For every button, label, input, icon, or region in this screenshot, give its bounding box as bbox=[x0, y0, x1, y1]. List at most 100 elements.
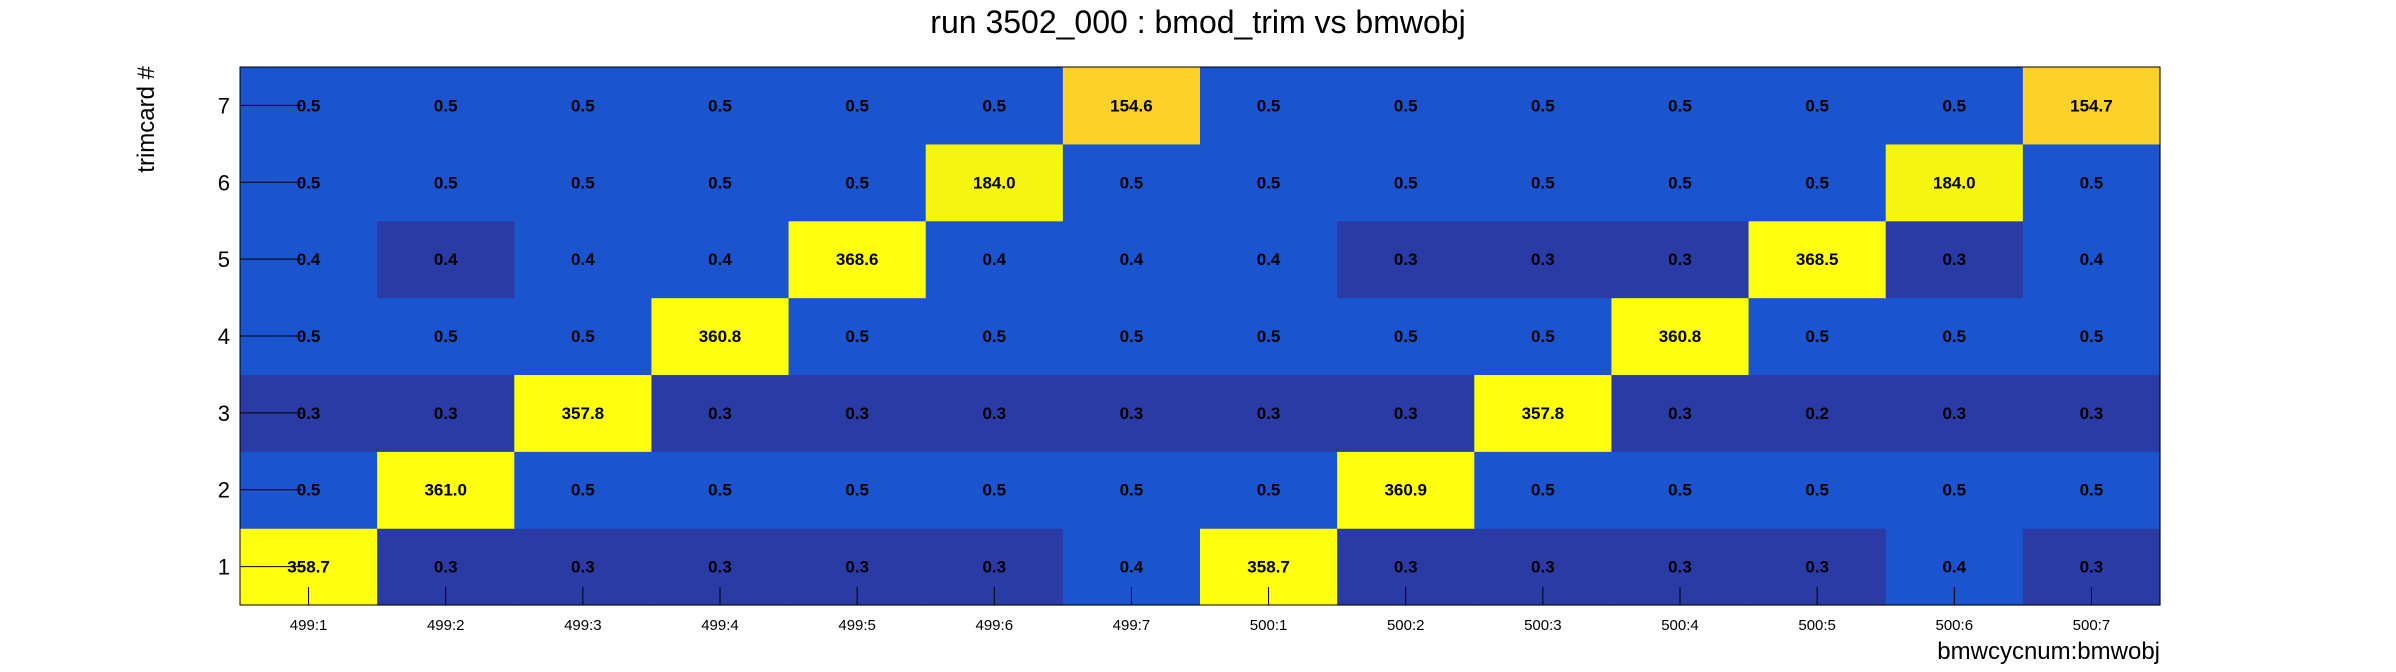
heatmap-cell bbox=[2022, 67, 2161, 145]
y-tick-label: 3 bbox=[218, 401, 230, 426]
heatmap-cell bbox=[925, 143, 1064, 222]
cell-value-label: 0.3 bbox=[845, 558, 869, 577]
cell-value-label: 360.8 bbox=[1659, 327, 1702, 346]
cell-value-label: 0.3 bbox=[1120, 404, 1144, 423]
cell-value-label: 0.3 bbox=[1668, 558, 1692, 577]
heatmap-cell bbox=[925, 374, 1064, 452]
cell-value-label: 0.3 bbox=[1531, 558, 1555, 577]
x-tick-label: 499:4 bbox=[701, 617, 739, 634]
heatmap-cell bbox=[1611, 297, 1750, 376]
cell-value-label: 0.3 bbox=[1942, 250, 1966, 269]
heatmap-cell bbox=[925, 67, 1064, 145]
heatmap-cell bbox=[1062, 374, 1201, 452]
cell-value-label: 0.5 bbox=[434, 173, 458, 192]
cell-value-label: 0.5 bbox=[845, 96, 869, 115]
cell-value-label: 0.5 bbox=[708, 96, 732, 115]
heatmap-cell bbox=[1062, 451, 1201, 529]
cell-value-label: 0.5 bbox=[2080, 481, 2104, 500]
heatmap-cell bbox=[788, 67, 927, 145]
cell-value-label: 0.5 bbox=[982, 96, 1006, 115]
x-tick-label: 499:7 bbox=[1113, 617, 1151, 634]
heatmap-cell bbox=[1474, 67, 1613, 145]
cell-value-label: 0.3 bbox=[434, 404, 458, 423]
heatmap-cell bbox=[514, 374, 653, 452]
cell-value-label: 0.4 bbox=[297, 250, 321, 269]
cell-value-label: 0.3 bbox=[708, 404, 732, 423]
cell-value-label: 0.5 bbox=[1394, 173, 1418, 192]
y-tick-label: 5 bbox=[218, 247, 230, 272]
heatmap-cell bbox=[788, 220, 927, 299]
heatmap-cell bbox=[651, 451, 790, 529]
x-tick-label: 500:3 bbox=[1524, 617, 1562, 634]
cell-value-label: 0.5 bbox=[2080, 173, 2104, 192]
cell-value-label: 0.4 bbox=[1257, 250, 1281, 269]
cell-value-label: 0.5 bbox=[1257, 173, 1281, 192]
cell-value-label: 360.8 bbox=[699, 327, 742, 346]
cell-value-label: 0.4 bbox=[434, 250, 458, 269]
heatmap-cell bbox=[1200, 297, 1338, 376]
heatmap-cell bbox=[651, 143, 790, 222]
heatmap-cell bbox=[1885, 374, 2024, 452]
heatmap-cell bbox=[1200, 143, 1338, 222]
heatmap-cell bbox=[1611, 220, 1750, 299]
cell-value-label: 0.5 bbox=[708, 481, 732, 500]
cell-value-label: 0.5 bbox=[1394, 327, 1418, 346]
cell-value-label: 0.5 bbox=[1668, 96, 1692, 115]
x-tick-label: 499:1 bbox=[290, 617, 328, 634]
heatmap-cell bbox=[2022, 143, 2161, 222]
cell-value-label: 154.6 bbox=[1110, 96, 1153, 115]
y-tick-label: 2 bbox=[218, 478, 230, 503]
cell-value-label: 0.5 bbox=[1805, 481, 1829, 500]
cell-value-label: 0.5 bbox=[1120, 481, 1144, 500]
cell-value-label: 0.5 bbox=[1394, 96, 1418, 115]
cell-value-label: 0.4 bbox=[708, 250, 732, 269]
heatmap-cell bbox=[1748, 297, 1887, 376]
heatmap-cell bbox=[514, 451, 653, 529]
heatmap-cell bbox=[1611, 67, 1750, 145]
cell-value-label: 0.5 bbox=[845, 327, 869, 346]
cell-value-label: 0.4 bbox=[1942, 558, 1966, 577]
heatmap-cell bbox=[1885, 451, 2024, 529]
cell-value-label: 0.3 bbox=[708, 558, 732, 577]
heatmap-cell bbox=[2022, 297, 2161, 376]
cell-value-label: 0.5 bbox=[1942, 481, 1966, 500]
axes: 1 2 3 4 5 6 7 499:1 499:2 499:3 499:4 499:5 499:6 499… bbox=[218, 66, 2161, 634]
x-tick-label: 500:2 bbox=[1387, 617, 1425, 634]
cell-value-label: 0.5 bbox=[434, 96, 458, 115]
heatmap-cell bbox=[514, 297, 653, 376]
cell-value-label: 357.8 bbox=[562, 404, 605, 423]
y-axis-title: trimcard # bbox=[133, 65, 160, 172]
y-tick-label: 4 bbox=[218, 324, 230, 349]
heatmap-cell bbox=[377, 374, 515, 452]
x-tick-label: 500:5 bbox=[1798, 617, 1836, 634]
heatmap-cell bbox=[1337, 67, 1475, 145]
heatmap-cell bbox=[1337, 451, 1475, 529]
cell-value-label: 0.3 bbox=[1394, 404, 1418, 423]
heatmap-cell bbox=[514, 220, 653, 299]
cell-value-label: 0.4 bbox=[2080, 250, 2104, 269]
heatmap-cell bbox=[1611, 143, 1750, 222]
cell-value-label: 0.5 bbox=[571, 481, 595, 500]
heatmap-cell bbox=[788, 297, 927, 376]
heatmap-cell bbox=[1748, 374, 1887, 452]
heatmap-cell bbox=[1200, 67, 1338, 145]
cell-value-label: 0.5 bbox=[1942, 327, 1966, 346]
cell-value-label: 0.5 bbox=[1942, 96, 1966, 115]
y-tick-label: 6 bbox=[218, 170, 230, 195]
cell-value-label: 0.4 bbox=[1120, 558, 1144, 577]
x-tick-label: 500:6 bbox=[1936, 617, 1974, 634]
cell-value-label: 0.3 bbox=[1942, 404, 1966, 423]
cell-value-label: 0.5 bbox=[1531, 173, 1555, 192]
cell-value-label: 0.3 bbox=[845, 404, 869, 423]
cell-value-label: 0.3 bbox=[1394, 250, 1418, 269]
cell-value-label: 0.5 bbox=[845, 481, 869, 500]
cell-value-label: 0.3 bbox=[982, 558, 1006, 577]
cell-value-label: 0.3 bbox=[1805, 558, 1829, 577]
cell-value-label: 0.5 bbox=[982, 481, 1006, 500]
cell-value-label: 0.5 bbox=[297, 481, 321, 500]
cell-value-label: 0.5 bbox=[297, 96, 321, 115]
heatmap-cell bbox=[1611, 374, 1750, 452]
heatmap-cell bbox=[1748, 220, 1887, 299]
heatmap-cell bbox=[1748, 143, 1887, 222]
cell-value-label: 0.4 bbox=[1120, 250, 1144, 269]
